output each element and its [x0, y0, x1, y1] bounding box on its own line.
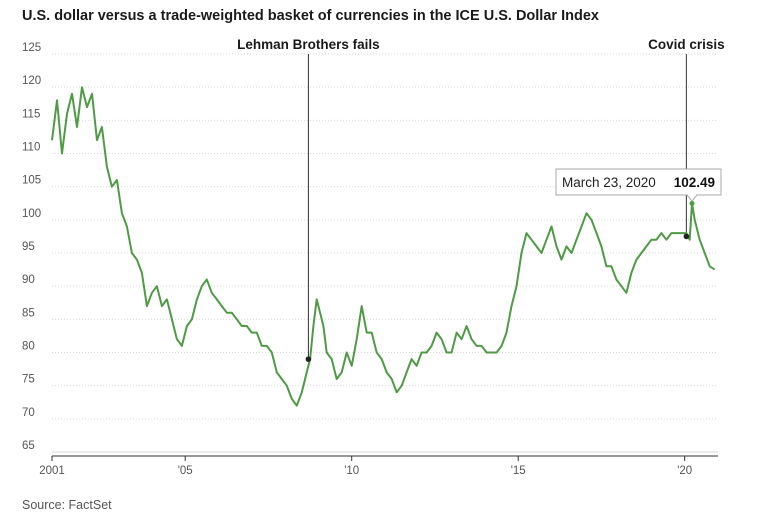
y-tick-label: 65 [22, 440, 35, 452]
y-tick-label: 80 [22, 341, 35, 353]
source-note: Source: FactSet [22, 498, 112, 512]
y-tick-label: 90 [22, 274, 35, 286]
tooltip-date: March 23, 2020 [562, 175, 656, 190]
y-tick-label: 105 [22, 175, 41, 187]
y-tick-label: 125 [22, 42, 41, 54]
y-tick-label: 75 [22, 374, 35, 386]
y-tick-label: 115 [22, 108, 40, 120]
x-tick-label: '15 [511, 465, 526, 477]
tooltip-box [555, 168, 722, 196]
x-tick-label: '10 [344, 465, 359, 477]
annotation-label: Covid crisis [648, 37, 725, 52]
x-tick-label: '05 [178, 465, 193, 477]
x-tick-label: '20 [677, 465, 692, 477]
tooltip-point [689, 200, 695, 206]
y-tick-label: 110 [22, 142, 40, 154]
series-line [51, 86, 716, 407]
tooltip-pointer [686, 194, 698, 202]
annotation-label: Lehman Brothers fails [237, 37, 380, 52]
y-tick-label: 95 [22, 241, 35, 253]
y-tick-label: 70 [22, 407, 35, 419]
tooltip-value: 102.49 [674, 175, 715, 190]
annotation-marker [683, 233, 690, 240]
annotation-marker [305, 356, 312, 362]
y-tick-label: 85 [22, 307, 35, 319]
y-tick-label: 120 [22, 75, 41, 87]
chart-title: U.S. dollar versus a trade-weighted bask… [22, 8, 599, 24]
y-tick-label: 100 [22, 208, 41, 220]
x-tick-label: 2001 [39, 465, 65, 477]
